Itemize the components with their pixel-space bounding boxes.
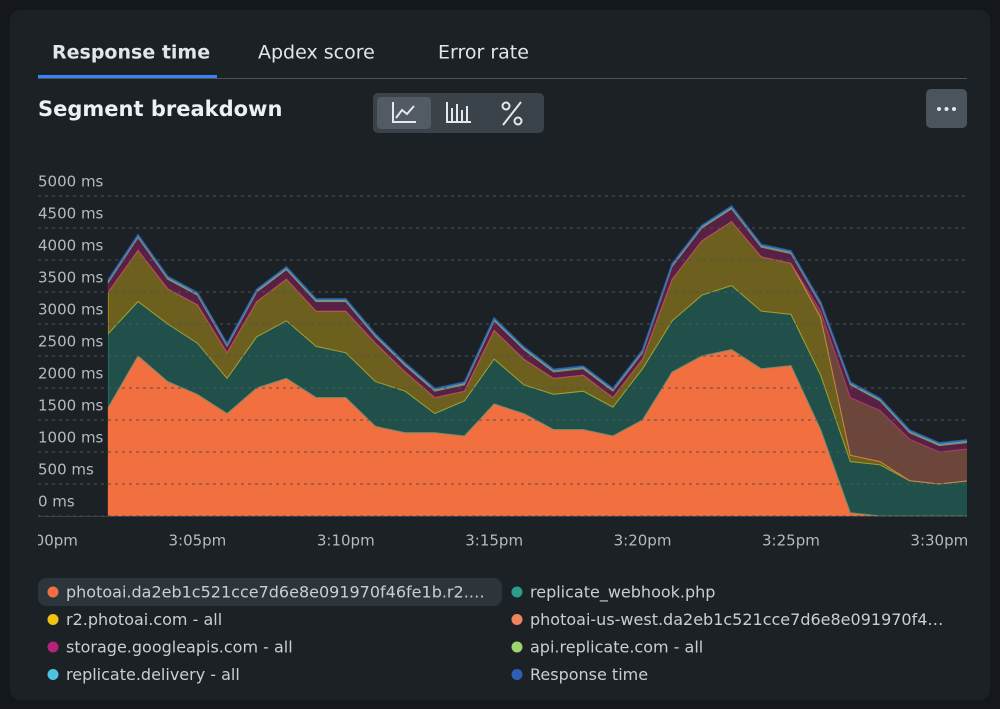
legend-label: replicate.delivery - all bbox=[66, 665, 240, 684]
x-tick-label: 3:05pm bbox=[168, 532, 226, 550]
y-tick-label: 2000 ms bbox=[38, 365, 104, 383]
legend-swatch bbox=[511, 641, 523, 653]
legend-swatch bbox=[511, 669, 523, 680]
x-tick-label: 3:15pm bbox=[465, 532, 523, 550]
x-tick-label: 3:20pm bbox=[614, 532, 672, 550]
legend-swatch bbox=[511, 614, 523, 625]
legend-label: photoai-us-west.da2eb1c521cce7d6e8e09197… bbox=[530, 610, 943, 629]
tab-underline bbox=[38, 75, 217, 78]
x-tick-label: 3:30pm bbox=[910, 532, 968, 550]
y-tick-label: 0 ms bbox=[38, 493, 75, 511]
y-tick-label: 3000 ms bbox=[38, 301, 104, 319]
legend-label: replicate_webhook.php bbox=[530, 583, 715, 603]
more-dot bbox=[952, 107, 956, 111]
legend-label: storage.googleapis.com - all bbox=[66, 638, 293, 657]
percent-icon[interactable] bbox=[502, 101, 522, 126]
legend-swatch bbox=[511, 586, 523, 598]
y-tick-label: 4500 ms bbox=[38, 205, 104, 223]
x-axis: 3:00pm 3:05pm 3:10pm 3:15pm 3:20pm 3:25pm 3:30… bbox=[20, 532, 968, 550]
legend-label: api.replicate.com - all bbox=[530, 638, 703, 657]
legend-swatch bbox=[47, 641, 59, 653]
legend-swatch bbox=[47, 586, 59, 598]
view-toggle bbox=[373, 93, 544, 133]
legend-label: r2.photoai.com - all bbox=[66, 610, 222, 629]
legend-highlight bbox=[38, 578, 502, 606]
toggle-button[interactable] bbox=[377, 97, 431, 129]
legend-swatch bbox=[47, 669, 59, 680]
y-tick-label: 5000 ms bbox=[38, 173, 104, 191]
y-tick-label: 500 ms bbox=[38, 461, 94, 479]
panel bbox=[10, 10, 990, 700]
chart-title: Segment breakdown bbox=[38, 97, 282, 121]
legend-label: Response time bbox=[530, 665, 648, 684]
y-tick-label: 4000 ms bbox=[38, 237, 104, 255]
area-icon bbox=[392, 102, 416, 123]
tab[interactable]: Error rate bbox=[438, 42, 529, 64]
plot bbox=[107, 204, 967, 517]
legend-swatch bbox=[47, 614, 59, 625]
y-tick-label: 2500 ms bbox=[38, 333, 104, 351]
y-tick-label: 3500 ms bbox=[38, 269, 104, 287]
x-tick-label: 3:10pm bbox=[317, 532, 375, 550]
percent-icon bbox=[501, 101, 511, 111]
x-tick-label: 3:00pm bbox=[20, 532, 78, 550]
response-time-line bbox=[107, 204, 967, 445]
more-dot bbox=[937, 107, 941, 111]
y-tick-label: 1500 ms bbox=[38, 397, 104, 415]
x-tick-label: 3:25pm bbox=[762, 532, 820, 550]
y-tick-label: 1000 ms bbox=[38, 429, 104, 447]
more-dot bbox=[944, 107, 949, 111]
tab[interactable]: Response time bbox=[52, 42, 210, 64]
percent-icon bbox=[513, 116, 523, 126]
legend-label: photoai.da2eb1c521cce7d6e8e091970f46fe1b… bbox=[66, 583, 485, 602]
bar-icon[interactable] bbox=[446, 102, 471, 123]
tab[interactable]: Apdex score bbox=[258, 42, 375, 64]
